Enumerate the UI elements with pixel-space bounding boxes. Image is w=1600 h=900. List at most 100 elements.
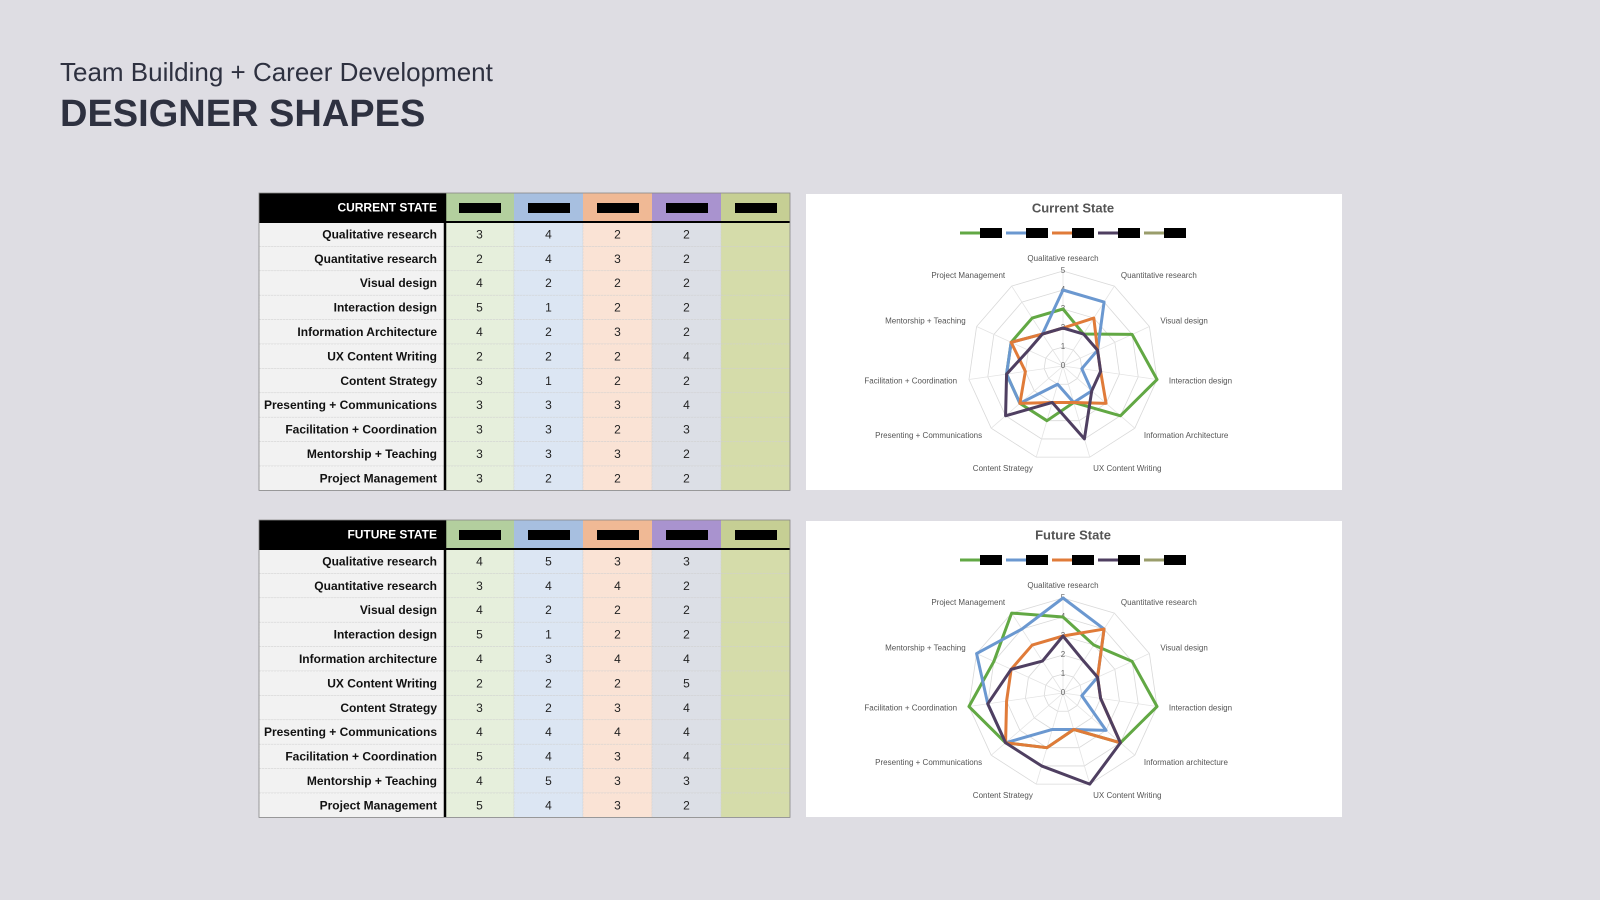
cell-value: 2 (545, 603, 552, 617)
cell (582, 319, 653, 345)
cell (444, 392, 515, 418)
cell-value: 1 (545, 628, 552, 642)
cell-value: 2 (614, 349, 621, 363)
cell-value: 5 (476, 628, 483, 642)
cell-value: 3 (614, 701, 621, 715)
cell (444, 465, 515, 491)
cell-value: 2 (614, 276, 621, 290)
redacted-name (528, 530, 570, 540)
table-header-cell (259, 193, 445, 222)
redacted-legend-name (1072, 228, 1094, 238)
row-label: Visual design (360, 276, 437, 290)
cell-value: 4 (614, 725, 621, 739)
cell (720, 621, 791, 647)
redacted-name (597, 203, 639, 213)
table-header: FUTURE STATE (347, 528, 437, 542)
row-label: Project Management (320, 471, 437, 485)
cell-value: 3 (545, 652, 552, 666)
grid-ring (968, 597, 1158, 785)
cell (582, 768, 653, 794)
cell-value: 5 (683, 676, 690, 690)
row-label-cell (258, 573, 446, 599)
cell-value: 4 (545, 579, 552, 593)
cell-value: 3 (614, 398, 621, 412)
cell (720, 343, 791, 369)
cell (651, 768, 722, 794)
cell (582, 670, 653, 696)
cell-value: 1 (545, 374, 552, 388)
grid-ring (987, 616, 1139, 767)
cell (720, 695, 791, 721)
cell-value: 3 (476, 471, 483, 485)
cell (582, 246, 653, 272)
cell (720, 221, 791, 247)
cell-value: 2 (683, 603, 690, 617)
cell (651, 465, 722, 491)
row-label: UX Content Writing (327, 349, 437, 363)
cell-value: 3 (683, 423, 690, 437)
axis-label: UX Content Writing (1093, 791, 1161, 800)
redacted-legend-name (1026, 228, 1048, 238)
spoke (1062, 692, 1158, 707)
axis-label: Mentorship + Teaching (885, 644, 966, 653)
cell (582, 597, 653, 623)
cell (444, 743, 515, 769)
grid-ring (987, 289, 1139, 440)
radar-line (986, 634, 1122, 786)
cell (651, 416, 722, 442)
spoke (990, 692, 1064, 756)
cell (720, 792, 791, 818)
row-label: Qualitative research (322, 554, 437, 568)
axis-label: Project Management (931, 271, 1006, 280)
cell (582, 646, 653, 672)
cell-value: 3 (476, 423, 483, 437)
cell (444, 597, 515, 623)
spoke (968, 692, 1064, 707)
cell (513, 573, 584, 599)
spoke (1062, 692, 1136, 756)
redacted-legend-name (980, 555, 1002, 565)
cell-value: 2 (683, 325, 690, 339)
radar-line (1004, 627, 1122, 750)
row-label: Interaction design (334, 628, 437, 642)
grid-ring (1043, 346, 1083, 385)
cell-value: 4 (476, 325, 483, 339)
table-header-cell (259, 520, 445, 549)
spoke (1062, 653, 1150, 694)
cell-value: 3 (614, 447, 621, 461)
cell (582, 548, 653, 574)
cell-value: 5 (476, 798, 483, 812)
chart-title: Current State (1032, 200, 1114, 215)
cell-value: 2 (545, 676, 552, 690)
cell (444, 416, 515, 442)
redacted-legend-name (1164, 555, 1186, 565)
axis-label: Visual design (1160, 644, 1207, 653)
cell-value: 1 (545, 301, 552, 315)
row-label: Mentorship + Teaching (307, 774, 437, 788)
cell-value: 4 (683, 725, 690, 739)
radar-line (1009, 316, 1108, 405)
cell-value: 3 (545, 447, 552, 461)
redacted-name (666, 203, 708, 213)
cell-value: 4 (683, 652, 690, 666)
cell-value: 3 (614, 325, 621, 339)
cell-value: 2 (545, 349, 552, 363)
cell (651, 548, 722, 574)
cell (513, 743, 584, 769)
cell-value: 4 (476, 276, 483, 290)
row-label: Quantitative research (314, 252, 437, 266)
cell (444, 319, 515, 345)
cell-value: 3 (545, 398, 552, 412)
redacted-name (459, 203, 501, 213)
cell (651, 621, 722, 647)
spoke (1035, 365, 1064, 458)
cell (582, 343, 653, 369)
cell-value: 4 (683, 398, 690, 412)
table-header: CURRENT STATE (337, 201, 437, 215)
cell (513, 246, 584, 272)
redacted-legend-name (1072, 555, 1094, 565)
row-label: Interaction design (334, 301, 437, 315)
cell (582, 416, 653, 442)
cell-value: 4 (683, 349, 690, 363)
